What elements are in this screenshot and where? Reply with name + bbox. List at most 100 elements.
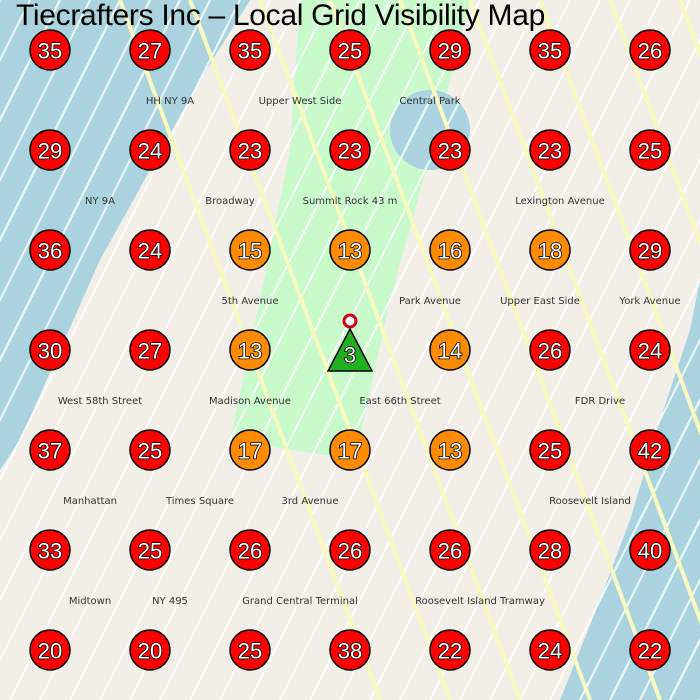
rank-label: 26 [238, 539, 262, 564]
grid-marker[interactable]: 13 [429, 429, 471, 471]
grid-marker[interactable]: 29 [429, 29, 471, 71]
grid-marker[interactable]: 35 [29, 29, 71, 71]
grid-marker[interactable]: 23 [329, 129, 371, 171]
rank-circle [329, 429, 371, 471]
grid-marker[interactable]: 20 [129, 629, 171, 671]
grid-marker[interactable]: 25 [529, 429, 571, 471]
map-title: Tiecrafters Inc – Local Grid Visibility … [16, 0, 545, 32]
rank-label: 23 [238, 139, 262, 164]
grid-marker[interactable]: 25 [329, 29, 371, 71]
grid-marker[interactable]: 24 [129, 229, 171, 271]
grid-marker[interactable]: 25 [129, 529, 171, 571]
rank-label: 29 [638, 239, 662, 264]
map-label: Park Avenue [399, 296, 461, 307]
grid-marker[interactable]: 22 [429, 629, 471, 671]
avenue [258, 0, 522, 700]
grid-marker[interactable]: 14 [429, 329, 471, 371]
map-label: FDR Drive [575, 396, 625, 407]
map-label: East 66th Street [359, 396, 440, 407]
rank-circle [229, 129, 271, 171]
rank-circle [429, 329, 471, 371]
grid-marker[interactable]: 33 [29, 529, 71, 571]
grid-marker[interactable]: 27 [129, 329, 171, 371]
grid-marker[interactable]: 25 [129, 429, 171, 471]
rank-circle [129, 529, 171, 571]
street [189, 0, 541, 700]
grid-marker[interactable]: 26 [629, 29, 671, 71]
grid-marker[interactable]: 17 [329, 429, 371, 471]
grid-marker[interactable]: 13 [229, 329, 271, 371]
grid-marker[interactable]: 38 [329, 629, 371, 671]
map-label: West 58th Street [58, 396, 142, 407]
grid-marker[interactable]: 26 [429, 529, 471, 571]
rank-circle [329, 629, 371, 671]
rank-circle [529, 429, 571, 471]
grid-marker[interactable]: 30 [29, 329, 71, 371]
grid-marker[interactable]: 24 [129, 129, 171, 171]
grid-marker[interactable]: 28 [529, 529, 571, 571]
street [399, 97, 700, 700]
rank-circle [629, 229, 671, 271]
map-label: Central Park [399, 96, 460, 107]
grid-marker[interactable]: 24 [529, 629, 571, 671]
map-label: 5th Avenue [222, 296, 279, 307]
rank-circle [429, 229, 471, 271]
grid-marker[interactable]: 35 [529, 29, 571, 71]
rank-label: 25 [238, 639, 262, 664]
grid-marker[interactable]: 37 [29, 429, 71, 471]
rank-circle [529, 529, 571, 571]
map-label: Midtown [69, 596, 111, 607]
grid-marker[interactable]: 16 [429, 229, 471, 271]
rank-label: 25 [138, 439, 162, 464]
rank-label: 20 [38, 639, 62, 664]
grid-marker[interactable]: 3 [326, 313, 374, 372]
map-label: Manhattan [63, 496, 117, 507]
rank-label: 20 [138, 639, 162, 664]
grid-marker[interactable]: 36 [29, 229, 71, 271]
grid-marker[interactable]: 18 [529, 229, 571, 271]
hudson-river [0, 0, 250, 470]
grid-marker[interactable]: 25 [629, 129, 671, 171]
grid-marker[interactable]: 17 [229, 429, 271, 471]
grid-marker[interactable]: 27 [129, 29, 171, 71]
street [39, 0, 391, 700]
grid-marker[interactable]: 26 [329, 529, 371, 571]
grid-marker[interactable]: 13 [329, 229, 371, 271]
rank-circle [129, 429, 171, 471]
rank-label: 22 [438, 639, 462, 664]
rank-circle [229, 29, 271, 71]
grid-marker[interactable]: 29 [29, 129, 71, 171]
street [0, 0, 151, 303]
grid-marker[interactable]: 23 [229, 129, 271, 171]
grid-marker[interactable]: 26 [229, 529, 271, 571]
grid-marker[interactable]: 20 [29, 629, 71, 671]
map-label: Roosevelt Island Tramway [415, 596, 545, 607]
street [609, 517, 700, 700]
rank-circle [29, 229, 71, 271]
grid-marker[interactable]: 40 [629, 529, 671, 571]
map-label: Upper West Side [259, 96, 342, 107]
street [0, 0, 91, 183]
rank-label: 26 [538, 339, 562, 364]
grid-marker[interactable]: 26 [529, 329, 571, 371]
grid-marker[interactable]: 15 [229, 229, 271, 271]
rank-circle [629, 29, 671, 71]
rank-label: 29 [438, 39, 462, 64]
grid-marker[interactable]: 25 [229, 629, 271, 671]
grid-marker[interactable]: 22 [629, 629, 671, 671]
rank-circle [529, 229, 571, 271]
grid-marker[interactable]: 23 [429, 129, 471, 171]
grid-marker[interactable]: 23 [529, 129, 571, 171]
grid-marker[interactable]: 42 [629, 429, 671, 471]
grid-marker[interactable]: 24 [629, 329, 671, 371]
rank-label: 13 [438, 439, 462, 464]
street [519, 337, 700, 700]
rank-label: 35 [38, 39, 62, 64]
grid-marker[interactable]: 35 [229, 29, 271, 71]
rank-circle [129, 629, 171, 671]
grid-marker[interactable]: 29 [629, 229, 671, 271]
map-label: Times Square [165, 496, 234, 507]
rank-circle [429, 29, 471, 71]
